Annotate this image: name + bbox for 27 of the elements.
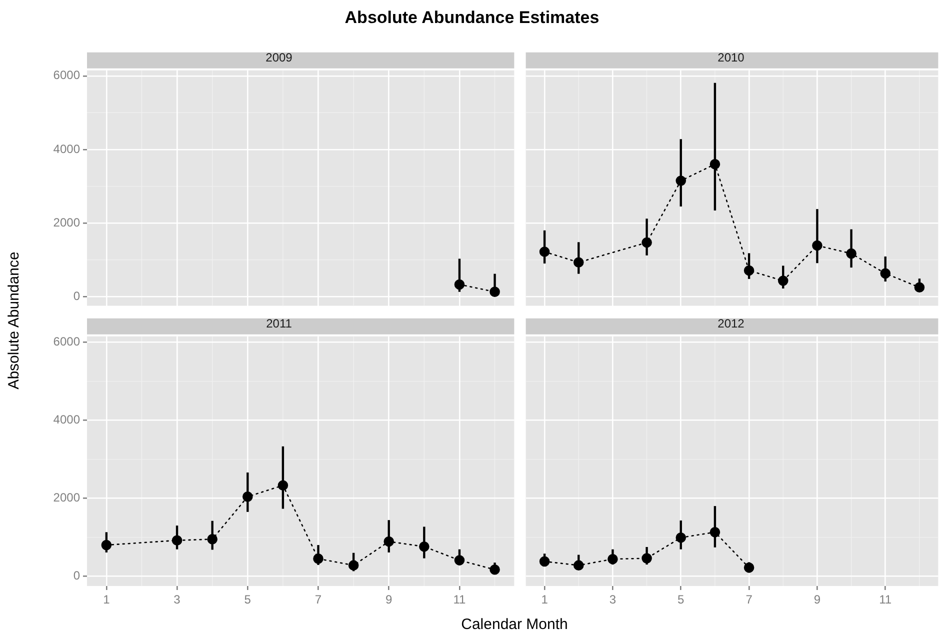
y-tick-label: 2000 [53, 215, 80, 230]
x-tick-label: 5 [678, 592, 685, 607]
x-tick-label: 3 [174, 592, 181, 607]
y-tick-label: 4000 [53, 142, 80, 156]
y-tick-label: 4000 [53, 412, 80, 427]
x-tick-label: 7 [314, 592, 322, 607]
y-tick-label: 6000 [53, 334, 80, 349]
x-tick-label: 11 [879, 592, 892, 607]
y-axis-title: Absolute Abundance [6, 250, 22, 392]
y-tick-label: 2000 [53, 490, 80, 505]
x-tick-label: 5 [244, 592, 252, 607]
chart-title: 2009 [266, 50, 293, 65]
text: Absolute Abundance Estimates [344, 8, 600, 28]
x-tick-label: 3 [609, 592, 616, 607]
x-tick-label: 11 [453, 592, 466, 607]
x-tick-label: 9 [386, 592, 393, 607]
x-axis-title: Calendar Month [460, 616, 569, 633]
y-tick-label: 0 [73, 288, 80, 303]
y-tick-label: 6000 [53, 68, 80, 82]
y-tick-label: 0 [73, 568, 80, 583]
x-tick-label: 7 [746, 592, 753, 607]
x-tick-label: 1 [541, 592, 548, 607]
x-tick-label: 9 [814, 592, 821, 607]
x-tick-label: 1 [103, 592, 110, 607]
chart-title: 2011 [266, 316, 292, 331]
chart-title: 2012 [718, 316, 745, 331]
chart-title: 2010 [718, 50, 745, 65]
